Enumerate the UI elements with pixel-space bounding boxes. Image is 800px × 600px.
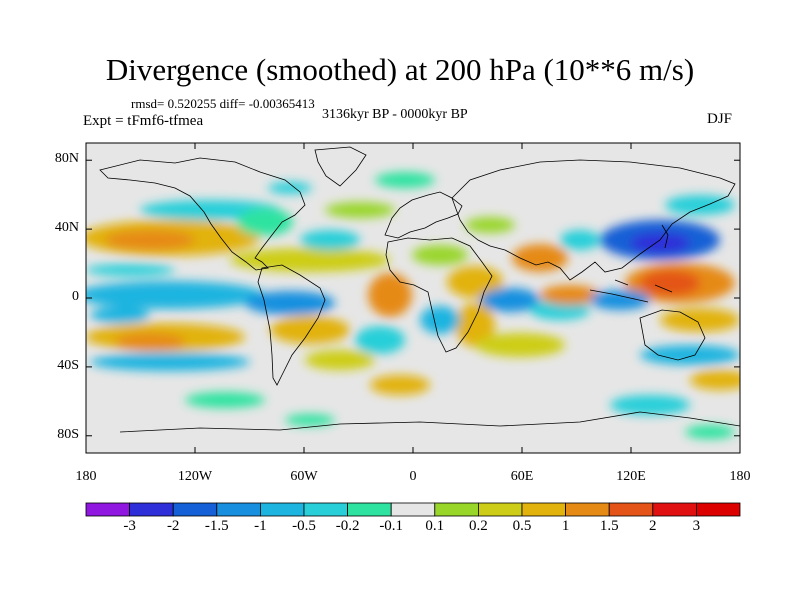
field-blob: [86, 281, 265, 309]
colorbar-label: 1.5: [599, 518, 619, 534]
period-label: 3136kyr BP - 0000kyr BP: [322, 107, 468, 122]
colorbar-swatch: [390, 502, 436, 517]
x-tick-label: 60W: [290, 469, 318, 484]
coastline-asia: [451, 159, 736, 281]
field-blob: [447, 266, 503, 298]
field-blob: [530, 300, 590, 320]
field-blob: [660, 308, 740, 332]
field-blob: [90, 307, 150, 323]
colorbar-label: 0.1: [425, 518, 445, 534]
field-blob: [300, 230, 360, 250]
y-tick-label: 80N: [54, 151, 79, 167]
field-blob: [230, 248, 390, 272]
field-blob: [86, 264, 175, 276]
field-blob: [115, 333, 185, 351]
field-blob: [420, 306, 460, 334]
x-tick-label: 0: [409, 469, 417, 484]
colorbar: [85, 502, 741, 517]
colorbar-label: 0.5: [512, 518, 532, 534]
y-tick-label: 80S: [57, 426, 79, 442]
colorbar-label: -3: [123, 518, 136, 534]
field-blob: [105, 230, 195, 250]
x-tick-label: 120E: [616, 469, 646, 484]
stats-line: rmsd= 0.520255 diff= -0.00365413: [131, 96, 315, 111]
field-blob: [370, 375, 430, 395]
field-blob: [375, 172, 435, 188]
coastline-south-america: [257, 264, 326, 386]
colorbar-label: -1: [254, 518, 267, 534]
colorbar-label: -2: [166, 518, 180, 534]
divergence-field: [86, 172, 740, 439]
colorbar-label: -1.5: [204, 518, 229, 534]
colorbar-swatch: [347, 502, 392, 517]
y-tick-label: 0: [72, 289, 79, 304]
colorbar-swatch: [85, 502, 130, 517]
field-blob: [268, 182, 312, 194]
colorbar-label: 2: [649, 518, 657, 534]
colorbar-swatch: [172, 502, 218, 517]
plot-title: Divergence (smoothed) at 200 hPa (10**6 …: [105, 52, 695, 87]
y-tick-label: 40N: [54, 220, 79, 236]
coastline-antarctica: [119, 411, 740, 433]
field-blob: [325, 202, 395, 218]
field-blob: [475, 333, 565, 357]
colorbar-swatch: [216, 502, 261, 517]
colorbar-label: -0.2: [335, 518, 360, 534]
colorbar-swatch: [259, 502, 305, 517]
season-label: DJF: [707, 111, 733, 127]
field-blob: [640, 345, 740, 365]
coastline-australia: [639, 309, 706, 361]
field-blob: [285, 414, 335, 426]
field-blob: [237, 208, 293, 236]
field-blob: [305, 350, 375, 370]
coastline-greenland: [314, 146, 367, 187]
coastline-maritime-continent: [589, 279, 673, 303]
field-blob: [640, 270, 700, 296]
colorbar-swatch: [477, 502, 523, 517]
coastline-japan: [661, 224, 669, 249]
colorbar-swatch: [608, 502, 654, 517]
coastline-north-america: [99, 157, 306, 271]
coastline-europe: [384, 191, 463, 239]
coastlines: [99, 146, 740, 433]
colorbar-swatch: [652, 502, 697, 517]
colorbar-swatch: [696, 502, 741, 517]
coastline-africa: [385, 237, 493, 353]
colorbar-label: 0.2: [469, 518, 488, 534]
field-blob: [665, 195, 735, 215]
colorbar-label: -0.5: [292, 518, 316, 534]
experiment-label: Expt = tFmf6-tfmea: [83, 113, 204, 129]
colorbar-swatch: [303, 502, 348, 517]
field-blob: [245, 291, 335, 315]
field-blob: [185, 392, 265, 408]
field-blob: [590, 290, 650, 310]
x-tick-label: 120W: [177, 469, 213, 484]
field-blob: [412, 245, 468, 265]
y-tick-label: 40S: [57, 357, 79, 373]
field-blob: [560, 230, 600, 250]
field-blob: [540, 285, 600, 305]
field-blob: [685, 425, 735, 439]
field-blob: [610, 395, 690, 415]
field-blob: [630, 233, 690, 253]
field-blob: [465, 217, 515, 233]
colorbar-label: 1: [561, 518, 570, 534]
colorbar-label: -0.1: [379, 518, 404, 534]
field-blob: [480, 288, 540, 312]
colorbar-swatch: [565, 502, 610, 517]
field-blob: [690, 370, 740, 390]
colorbar-swatch: [434, 502, 479, 517]
x-tick-label: 180: [75, 469, 97, 484]
colorbar-swatch: [129, 502, 174, 517]
x-tick-label: 60E: [510, 469, 534, 484]
colorbar-label: 3: [692, 518, 701, 534]
x-tick-label: 180: [729, 469, 751, 484]
plot-frame: [85, 142, 741, 454]
colorbar-swatch: [521, 502, 566, 517]
field-blob: [368, 273, 412, 317]
field-blob: [90, 353, 250, 371]
field-blob: [355, 326, 405, 354]
